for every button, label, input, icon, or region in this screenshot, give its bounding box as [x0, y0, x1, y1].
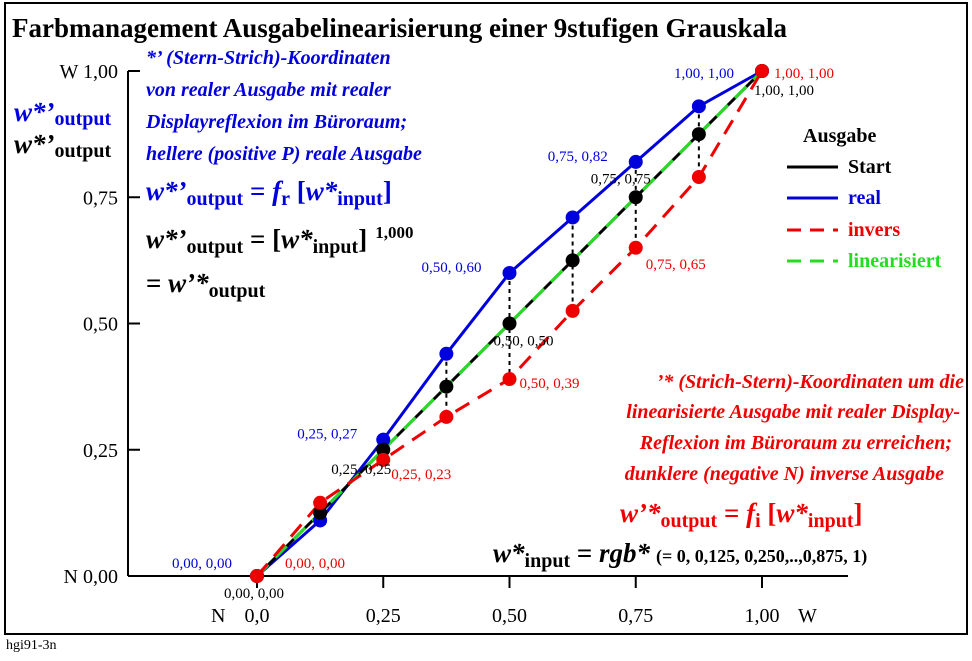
x-tick-label-3: 0,75	[618, 605, 653, 627]
point-annotation-6: 0,50, 0,60	[422, 260, 482, 276]
red-text-line4: dunklere (negative N) inverse Ausgabe	[625, 463, 944, 485]
y-tick-label-1: 0,25	[83, 440, 118, 462]
point-invers-2	[376, 452, 391, 467]
point-annotation-10: 0,75, 0,75	[591, 171, 651, 187]
blue-text-line1: *’ (Stern-Strich)-Koordinaten	[146, 47, 391, 69]
y-tick-label-3: 0,75	[83, 187, 118, 209]
legend-label-linearisiert: linearisiert	[848, 250, 942, 272]
y-tick-label-2: 0,50	[83, 314, 118, 336]
point-annotation-7: 0,50, 0,50	[494, 334, 554, 350]
chart-title: Farbmanagement Ausgabelinearisierung ein…	[12, 13, 788, 43]
y-axis-label-real: w*’output	[14, 97, 112, 130]
legend: Ausgabe Start real invers linearisiert	[787, 125, 942, 272]
chart-frame	[4, 2, 968, 635]
legend-label-start: Start	[848, 156, 892, 178]
point-real-6	[628, 154, 643, 169]
point-invers-0	[250, 569, 264, 583]
legend-title: Ausgabe	[803, 125, 876, 147]
red-formula: w’*output = fi [w*input]	[620, 498, 863, 532]
x-tick-label-0: 0,0	[245, 605, 270, 627]
x-tick-label-4: 1,00	[745, 605, 780, 627]
point-annotation-0: 0,00, 0,00	[172, 556, 232, 572]
point-annotation-11: 0,75, 0,65	[646, 257, 706, 273]
point-invers-8	[755, 64, 769, 78]
point-annotation-4: 0,25, 0,25	[331, 462, 391, 478]
point-invers-5	[565, 303, 580, 318]
blue-formula: w*’output = fr [w*input]	[146, 176, 392, 210]
point-invers-1	[313, 495, 328, 510]
legend-label-real: real	[848, 187, 881, 209]
point-annotation-12: 1,00, 1,00	[674, 66, 734, 82]
black-formula: w*’output = [w*input] 1,000 = w’*output	[146, 223, 413, 302]
red-text-line3: Reflexion im Büroraum zu erreichen;	[639, 432, 952, 454]
point-real-7	[691, 99, 706, 114]
x-tick-label-2: 0,50	[492, 605, 527, 627]
point-annotation-13: 1,00, 1,00	[774, 66, 834, 82]
point-annotation-9: 0,75, 0,82	[548, 149, 608, 165]
input-formula: w*input = rgb* (= 0, 0,125, 0,250,..,0,87…	[493, 538, 867, 572]
point-invers-6	[628, 240, 643, 255]
y-tick-label-0: N 0,00	[64, 566, 118, 588]
red-description: ’* (Strich-Stern)-Koordinaten um die lin…	[620, 371, 964, 532]
x-axis-left-label: N	[211, 605, 225, 627]
footer-code: hgi91-3n	[6, 638, 57, 653]
point-start-4	[502, 316, 517, 331]
black-formula-line1: w*’output = [w*input] 1,000	[146, 223, 413, 258]
point-start-1	[313, 505, 328, 520]
legend-label-invers: invers	[848, 219, 900, 241]
point-annotation-5: 0,25, 0,23	[391, 467, 451, 483]
blue-text-line3: Displayreflexion im Büroraum;	[145, 111, 407, 133]
blue-text-line4: hellere (positive P) reale Ausgabe	[146, 143, 422, 165]
point-start-5	[565, 253, 580, 268]
red-text-line2: linearisierte Ausgabe mit realer Display…	[626, 401, 960, 423]
point-start-6	[628, 190, 643, 205]
y-tick-label-4: W 1,00	[59, 61, 118, 83]
point-real-3	[439, 346, 454, 361]
point-real-2	[376, 432, 391, 447]
point-invers-7	[691, 170, 706, 185]
point-annotation-2: 0,00, 0,00	[224, 586, 284, 602]
point-real-4	[502, 266, 517, 280]
point-real-5	[565, 210, 580, 225]
point-annotation-1: 0,00, 0,00	[285, 556, 345, 572]
blue-text-line2: von realer Ausgabe mit realer	[146, 79, 391, 101]
point-invers-4	[502, 372, 517, 387]
plot-area: N 0,00 0,25 0,50 0,75 W 1,00 0,0 0,25 0,50 0,75 1…	[59, 61, 848, 627]
x-axis-right-label: W	[798, 605, 817, 627]
point-annotation-3: 0,25, 0,27	[297, 427, 358, 443]
point-annotation-14: 1,00, 1,00	[754, 83, 814, 99]
y-axis-label-start: w*’output	[14, 129, 112, 162]
black-formula-line2: = w’*output	[146, 268, 266, 302]
series-line-linearisiert	[255, 69, 764, 578]
x-tick-label-1: 0,25	[366, 605, 401, 627]
red-text-line1: ’* (Strich-Stern)-Koordinaten um die	[657, 371, 964, 393]
point-start-3	[439, 379, 454, 394]
point-start-7	[691, 127, 706, 142]
point-annotation-8: 0,50, 0,39	[520, 376, 580, 392]
blue-description: *’ (Stern-Strich)-Koordinaten von realer…	[145, 47, 422, 210]
point-start-2	[376, 442, 391, 457]
point-invers-3	[439, 409, 454, 424]
